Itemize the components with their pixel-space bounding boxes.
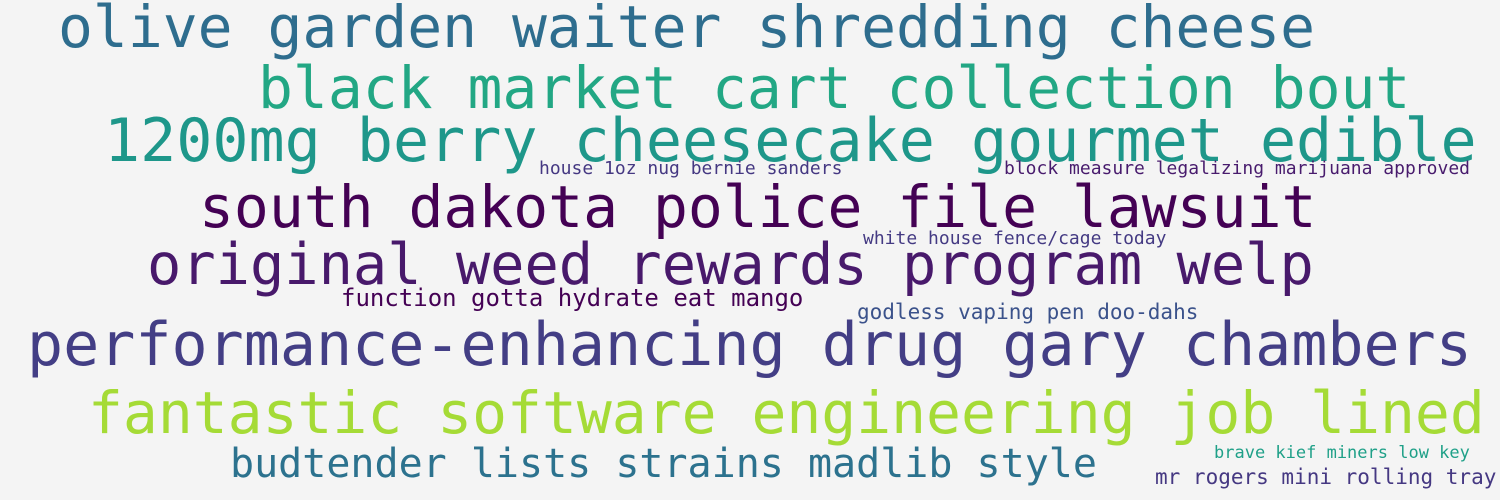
cloud-phrase: olive garden waiter shredding cheese [58, 0, 1316, 61]
cloud-phrase: budtender lists strains madlib style [230, 441, 1097, 487]
cloud-phrase: brave kief miners low key [1214, 443, 1470, 463]
cloud-phrase: south dakota police file lawsuit [199, 173, 1317, 241]
cloud-phrase: block measure legalizing marijuana appro… [1004, 158, 1470, 179]
cloud-phrase: mr rogers mini rolling tray [1155, 465, 1497, 489]
cloud-phrase: original weed rewards program welp [147, 232, 1314, 298]
cloud-phrase: function gotta hydrate eat mango [341, 284, 804, 312]
cloud-phrase: black market cart collection bout [258, 54, 1411, 122]
cloud-phrase: 1200mg berry cheesecake gourmet edible [104, 106, 1477, 176]
cloud-phrase: house 1oz nug bernie sanders [539, 158, 843, 179]
cloud-phrase: fantastic software engineering job lined [88, 379, 1485, 447]
cloud-phrase: godless vaping pen doo-dahs [857, 300, 1199, 324]
cloud-phrase: performance-enhancing drug gary chambers [27, 310, 1472, 380]
cloud-phrase: white house fence/cage today [863, 228, 1167, 249]
